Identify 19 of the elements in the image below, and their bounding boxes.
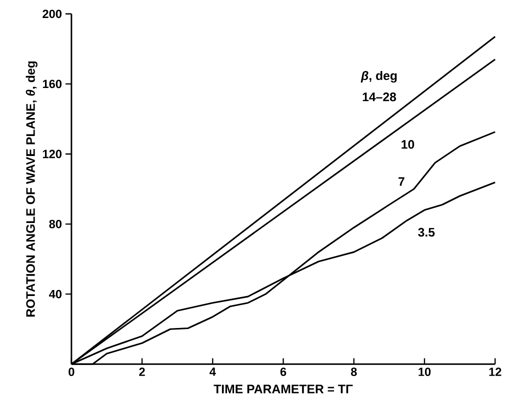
y-axis-title: ROTATION ANGLE OF WAVE PLANE, θ, deg — [26, 62, 38, 317]
x-tick-label: 12 — [489, 368, 502, 376]
y-tick-label: 40 — [49, 290, 62, 298]
series-label: 3.5 — [418, 228, 435, 237]
legend-title: β, deg — [360, 71, 397, 83]
x-tick-label: 10 — [418, 368, 431, 376]
x-tick-label: 8 — [350, 368, 357, 376]
y-tick-label: 120 — [42, 150, 62, 158]
series-label: 7 — [398, 177, 404, 186]
x-tick-label: 6 — [280, 368, 286, 376]
x-axis-title: TIME PARAMETER = TΓ — [214, 384, 353, 394]
y-tick-label: 160 — [42, 80, 62, 88]
y-tick-label: 200 — [42, 10, 62, 18]
series-label: 10 — [402, 140, 414, 149]
x-tick-label: 4 — [210, 368, 216, 376]
y-tick-label: 80 — [49, 220, 62, 228]
x-tick-label: 2 — [139, 368, 145, 376]
series-label: 14–28 — [362, 92, 396, 102]
x-tick-label: 0 — [68, 368, 74, 376]
